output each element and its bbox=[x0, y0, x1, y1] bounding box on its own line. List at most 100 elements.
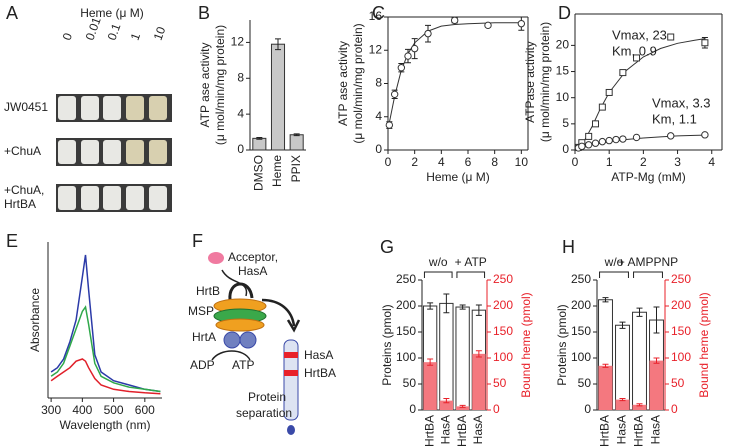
x-tick-label: HasA bbox=[615, 415, 629, 444]
diagram-label: MSP bbox=[188, 304, 214, 318]
y-tick-label: 0 bbox=[237, 142, 244, 156]
tube bbox=[81, 140, 99, 164]
x-axis-label: Wavelength (nm) bbox=[60, 418, 151, 432]
annotation: Km, 0.9 bbox=[612, 43, 657, 58]
x-tick-label: HrtBA bbox=[422, 415, 436, 446]
tube bbox=[103, 186, 121, 210]
x-tick-label: 500 bbox=[104, 403, 124, 417]
y-tick-label: 4 bbox=[375, 109, 382, 123]
tube bbox=[58, 140, 76, 164]
annotation: Vmax, 23 bbox=[612, 27, 667, 42]
x-tick-label: HasA bbox=[649, 415, 663, 444]
point bbox=[605, 88, 613, 96]
error-bar bbox=[619, 321, 626, 329]
tube bbox=[126, 96, 144, 120]
y2-tick-label: 0 bbox=[671, 402, 678, 416]
error-bar bbox=[427, 358, 434, 366]
annotation: Km, 1.1 bbox=[652, 111, 697, 126]
y-tick-label: 200 bbox=[396, 298, 416, 312]
x-tick-label: 8 bbox=[491, 155, 498, 169]
point bbox=[632, 133, 641, 142]
tube-photo bbox=[56, 94, 172, 212]
panel-label: B bbox=[198, 3, 210, 23]
panel-label: E bbox=[6, 231, 18, 251]
x-tick-label: 10 bbox=[515, 155, 529, 169]
x-tick-label: 300 bbox=[41, 403, 61, 417]
y2-tick-label: 100 bbox=[493, 350, 513, 364]
diagram-label: HrtB bbox=[196, 284, 220, 298]
y-axis-label: Proteins (pmol) bbox=[380, 304, 394, 385]
y-axis-label: (μ mol/min/mg protein) bbox=[213, 25, 227, 145]
x-tick-label: HasA bbox=[439, 415, 453, 444]
x-tick-label: 4 bbox=[438, 155, 445, 169]
tube bbox=[149, 186, 167, 210]
spectrum-line bbox=[50, 254, 161, 393]
panel-label: C bbox=[372, 3, 385, 23]
x-tick-label: HasA bbox=[471, 415, 485, 444]
point bbox=[404, 52, 412, 60]
bar bbox=[252, 137, 267, 151]
tube bbox=[149, 96, 167, 120]
row-label: +ChuA, bbox=[4, 183, 44, 197]
panel-label: H bbox=[562, 237, 575, 257]
group-bracket bbox=[633, 271, 663, 278]
y2-tick-label: 150 bbox=[671, 324, 691, 338]
diagram-label: Protein bbox=[248, 390, 286, 404]
y2-tick-label: 200 bbox=[671, 298, 691, 312]
y-tick-label: 12 bbox=[231, 35, 245, 49]
x-tick-label: Heme bbox=[270, 155, 284, 187]
error-bar bbox=[475, 350, 482, 358]
point bbox=[578, 142, 586, 151]
bar bbox=[270, 43, 286, 151]
x-tick-label: HrtBA bbox=[455, 415, 469, 446]
y-tick-label: 200 bbox=[571, 298, 591, 312]
x-axis-label: ATP-Mg (mM) bbox=[611, 170, 685, 184]
error-bar bbox=[619, 398, 626, 402]
tube bbox=[103, 140, 121, 164]
point bbox=[390, 90, 399, 99]
tube bbox=[58, 186, 76, 210]
point bbox=[591, 139, 600, 147]
tube bbox=[126, 186, 144, 210]
y-tick-label: 150 bbox=[396, 324, 416, 338]
fit-line bbox=[387, 22, 522, 130]
diagram-label: separation bbox=[236, 406, 292, 420]
y-tick-label: 100 bbox=[571, 350, 591, 364]
panel-label: G bbox=[380, 237, 394, 257]
annotation: Vmax, 3.3 bbox=[652, 95, 711, 110]
point bbox=[598, 103, 606, 111]
bar bbox=[289, 134, 304, 151]
row-label: +ChuA bbox=[4, 144, 41, 158]
y2-tick-label: 50 bbox=[493, 376, 507, 390]
y-tick-label: 16 bbox=[369, 9, 383, 23]
diagram-label: HrtA bbox=[192, 330, 216, 344]
group-bracket bbox=[423, 271, 453, 278]
spectrum-line bbox=[50, 358, 161, 395]
error-bar bbox=[653, 357, 660, 364]
tube bbox=[81, 186, 99, 210]
bar bbox=[472, 353, 486, 410]
y-tick-label: 250 bbox=[571, 272, 591, 286]
diagram-label: HasA bbox=[238, 264, 267, 278]
point bbox=[633, 54, 641, 62]
point bbox=[410, 44, 419, 53]
error-bar bbox=[293, 133, 300, 137]
tube bbox=[58, 96, 76, 120]
point bbox=[584, 141, 593, 149]
y2-axis-label: Bound heme (pmol) bbox=[697, 292, 711, 397]
column-label: 0 bbox=[60, 31, 76, 42]
y-axis-label: ATP ase activity bbox=[198, 43, 212, 128]
x-tick-label: 0 bbox=[385, 155, 392, 169]
diagram-label: Acceptor, bbox=[228, 250, 278, 264]
y-tick-label: 15 bbox=[556, 64, 570, 78]
group-label: + AMPPNP bbox=[618, 255, 678, 269]
point bbox=[701, 39, 709, 47]
bar bbox=[455, 306, 470, 411]
bar bbox=[598, 365, 613, 410]
tube bbox=[81, 96, 99, 120]
y-tick-label: 100 bbox=[396, 350, 416, 364]
tube bbox=[149, 140, 167, 164]
error-bar bbox=[636, 307, 643, 317]
point bbox=[424, 29, 432, 38]
point bbox=[385, 121, 394, 129]
